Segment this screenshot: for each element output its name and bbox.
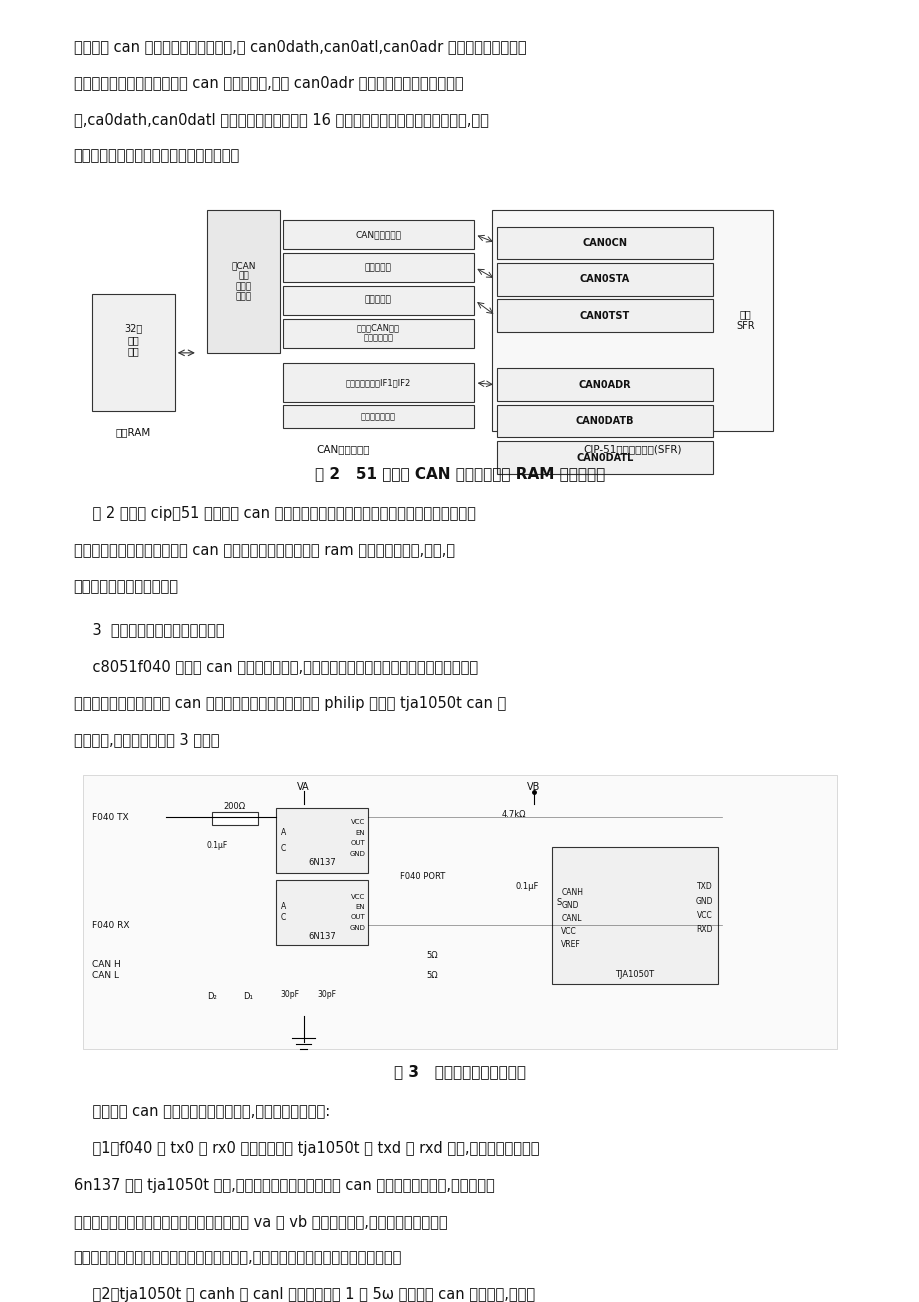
Text: CAN0CN: CAN0CN	[582, 238, 627, 247]
Text: 6N137: 6N137	[308, 932, 335, 941]
Text: CAN H: CAN H	[92, 960, 120, 969]
Text: CAN内部寄存器: CAN内部寄存器	[315, 444, 369, 454]
Text: CAN0STA: CAN0STA	[579, 275, 630, 284]
Text: 访问修改其他不能直接访问的 can 内部寄存器,其中 can0adr 用来指出要访问寄存器的地: 访问修改其他不能直接访问的 can 内部寄存器,其中 can0adr 用来指出要…	[74, 76, 463, 91]
Text: 与CAN
协议
相关的
寄存器: 与CAN 协议 相关的 寄存器	[232, 262, 255, 301]
Text: EN: EN	[356, 904, 365, 910]
FancyBboxPatch shape	[92, 294, 175, 411]
Text: （1）f040 的 tx0 和 rx0 并不是直接与 tja1050t 的 txd 和 rxd 相连,而是通过高速光耦: （1）f040 的 tx0 和 rx0 并不是直接与 tja1050t 的 tx…	[74, 1141, 539, 1156]
Text: 4.7kΩ: 4.7kΩ	[501, 810, 526, 819]
Text: VREF: VREF	[561, 940, 580, 949]
Text: 32个
消息
目标: 32个 消息 目标	[124, 323, 142, 357]
Text: 取或修改 can 控制器中对应的寄存器,而 can0dath,can0atl,can0adr 三个寄存器主要用来: 取或修改 can 控制器中对应的寄存器,而 can0dath,can0atl,c…	[74, 39, 526, 55]
Text: 消息缓口寄存器IF1和IF2: 消息缓口寄存器IF1和IF2	[346, 379, 411, 387]
Text: F040 RX: F040 RX	[92, 921, 130, 930]
FancyBboxPatch shape	[211, 812, 257, 825]
Text: VB: VB	[527, 783, 539, 792]
FancyBboxPatch shape	[496, 299, 712, 332]
Text: TJA1050T: TJA1050T	[615, 970, 653, 979]
FancyBboxPatch shape	[283, 220, 473, 249]
Text: 30pF: 30pF	[280, 991, 299, 1000]
Text: 可方便地建立一个实用的 can 总线智能测控节点。本文采用 philip 公司的 tja1050t can 总: 可方便地建立一个实用的 can 总线智能测控节点。本文采用 philip 公司的…	[74, 695, 505, 711]
Text: 6n137 后与 tja1050t 相连,这就很好地实现了总线上各 can 节点间的电气隔离,不过应该特: 6n137 后与 tja1050t 相连,这就很好地实现了总线上各 can 节点…	[74, 1177, 494, 1193]
Text: OUT: OUT	[350, 914, 365, 921]
Text: A: A	[280, 828, 286, 837]
Text: CAN0DATB: CAN0DATB	[575, 417, 633, 426]
Text: CAN0DATL: CAN0DATL	[575, 453, 633, 462]
Text: 3  智能节点通讯部分的硬件设计: 3 智能节点通讯部分的硬件设计	[74, 622, 224, 638]
Text: CAN L: CAN L	[92, 971, 119, 980]
Text: CAN0TST: CAN0TST	[579, 311, 630, 320]
FancyBboxPatch shape	[276, 880, 368, 945]
FancyBboxPatch shape	[496, 227, 712, 259]
Text: GND: GND	[349, 850, 365, 857]
Text: 200Ω: 200Ω	[223, 802, 245, 811]
Text: （2）tja1050t 的 canh 和 canl 引脚各自通过 1 个 5ω 的电阻与 can 总线相连,电阻可: （2）tja1050t 的 canh 和 canl 引脚各自通过 1 个 5ω …	[74, 1286, 534, 1302]
Text: CANL: CANL	[561, 914, 581, 923]
FancyBboxPatch shape	[283, 405, 473, 428]
Text: 测试寄存器: 测试寄存器	[365, 296, 391, 305]
Text: 图 2   51 内核与 CAN 寄存器和消息 RAM 通信路径图: 图 2 51 内核与 CAN 寄存器和消息 RAM 通信路径图	[314, 466, 605, 482]
Text: 0.1µF: 0.1µF	[515, 881, 538, 891]
Text: 5Ω: 5Ω	[426, 952, 437, 961]
Text: 图 2 给出了 cip－51 如何访问 can 中控制寄存器和每个消息的路径图。消息处理单元用: 图 2 给出了 cip－51 如何访问 can 中控制寄存器和每个消息的路径图。…	[74, 506, 475, 521]
Text: 于根据寄存器中的消息来控制 can 内核中移位寄存器和消息 ram 之间的数据传递,同时,他: 于根据寄存器中的消息来控制 can 内核中移位寄存器和消息 ram 之间的数据传…	[74, 543, 454, 557]
Text: VCC: VCC	[561, 927, 576, 936]
Text: 为了增强 can 总线节点的抗干扰能力,可以采取以下措施:: 为了增强 can 总线节点的抗干扰能力,可以采取以下措施:	[74, 1104, 330, 1120]
Text: C: C	[280, 913, 286, 922]
Text: TXD: TXD	[697, 883, 712, 892]
Text: 消息管理寄存器: 消息管理寄存器	[360, 413, 395, 421]
Text: 别说明的一点是光耦部分电路采用的两个电源 va 和 vb 必须完全隔离,否则采用光耦也就失: 别说明的一点是光耦部分电路采用的两个电源 va 和 vb 必须完全隔离,否则采用…	[74, 1213, 447, 1229]
Text: CANH: CANH	[561, 888, 583, 897]
Text: 消息RAM: 消息RAM	[116, 427, 151, 437]
Text: 去了意义。这些部分虽然增加了节点的复杂性,但是却提高了节点的稳定性和安全性。: 去了意义。这些部分虽然增加了节点的复杂性,但是却提高了节点的稳定性和安全性。	[74, 1250, 402, 1266]
FancyBboxPatch shape	[207, 210, 280, 353]
Text: 还可用来管理中断的产生。: 还可用来管理中断的产生。	[74, 579, 178, 594]
Text: RXD: RXD	[696, 926, 712, 935]
Text: CAN0ADR: CAN0ADR	[578, 380, 630, 389]
FancyBboxPatch shape	[83, 776, 836, 1049]
Text: D₁: D₁	[244, 992, 253, 1001]
Text: EN: EN	[356, 829, 365, 836]
Text: 址,ca0dath,can0datl 这时就相当于要访问的 16 位寄存器的高低字节的映射寄存器,而对: 址,ca0dath,can0datl 这时就相当于要访问的 16 位寄存器的高低…	[74, 112, 488, 128]
FancyBboxPatch shape	[496, 441, 712, 474]
Text: GND: GND	[349, 924, 365, 931]
Text: VA: VA	[297, 783, 310, 792]
Text: VCC: VCC	[351, 893, 365, 900]
Text: C: C	[280, 844, 286, 853]
Text: OUT: OUT	[350, 840, 365, 846]
Text: 线驱动器,硬件原理图如图 3 所示。: 线驱动器,硬件原理图如图 3 所示。	[74, 732, 219, 747]
Text: GND: GND	[695, 897, 712, 906]
Text: F040 TX: F040 TX	[92, 812, 129, 822]
Text: CAN控制寄存器: CAN控制寄存器	[355, 230, 401, 240]
Text: c8051f040 中内置 can 总线协议控制器,只要外接总线驱动芯片和适当的抗干扰电路就: c8051f040 中内置 can 总线协议控制器,只要外接总线驱动芯片和适当的…	[74, 659, 477, 674]
Text: 图 3   智能节点的硬件原理图: 图 3 智能节点的硬件原理图	[393, 1065, 526, 1079]
FancyBboxPatch shape	[283, 286, 473, 315]
FancyBboxPatch shape	[283, 253, 473, 283]
FancyBboxPatch shape	[496, 263, 712, 296]
FancyBboxPatch shape	[283, 363, 473, 402]
Text: 状态寄存器: 状态寄存器	[365, 263, 391, 272]
Text: A: A	[280, 902, 286, 911]
Text: 5Ω: 5Ω	[426, 971, 437, 980]
Text: 他们的读写则相当于所指向寄存器的读写。: 他们的读写则相当于所指向寄存器的读写。	[74, 148, 240, 164]
FancyBboxPatch shape	[283, 319, 473, 348]
Text: 6N137: 6N137	[308, 858, 335, 867]
Text: VCC: VCC	[697, 911, 712, 921]
FancyBboxPatch shape	[496, 405, 712, 437]
Text: 30pF: 30pF	[317, 991, 335, 1000]
Text: GND: GND	[561, 901, 578, 910]
FancyBboxPatch shape	[551, 848, 717, 984]
Text: 其他与CAN协议
相关的寄存器: 其他与CAN协议 相关的寄存器	[357, 323, 400, 342]
FancyBboxPatch shape	[276, 809, 368, 874]
Text: CIP-51的特殊寄存器(SFR): CIP-51的特殊寄存器(SFR)	[583, 444, 681, 454]
Text: D₂: D₂	[207, 992, 216, 1001]
Text: S: S	[556, 898, 562, 907]
FancyBboxPatch shape	[492, 210, 772, 431]
Text: 0.1µF: 0.1µF	[207, 841, 228, 850]
FancyBboxPatch shape	[496, 368, 712, 401]
Text: VCC: VCC	[351, 819, 365, 825]
Text: F040 PORT: F040 PORT	[400, 872, 445, 881]
Text: 其他
SFR: 其他 SFR	[735, 310, 754, 331]
